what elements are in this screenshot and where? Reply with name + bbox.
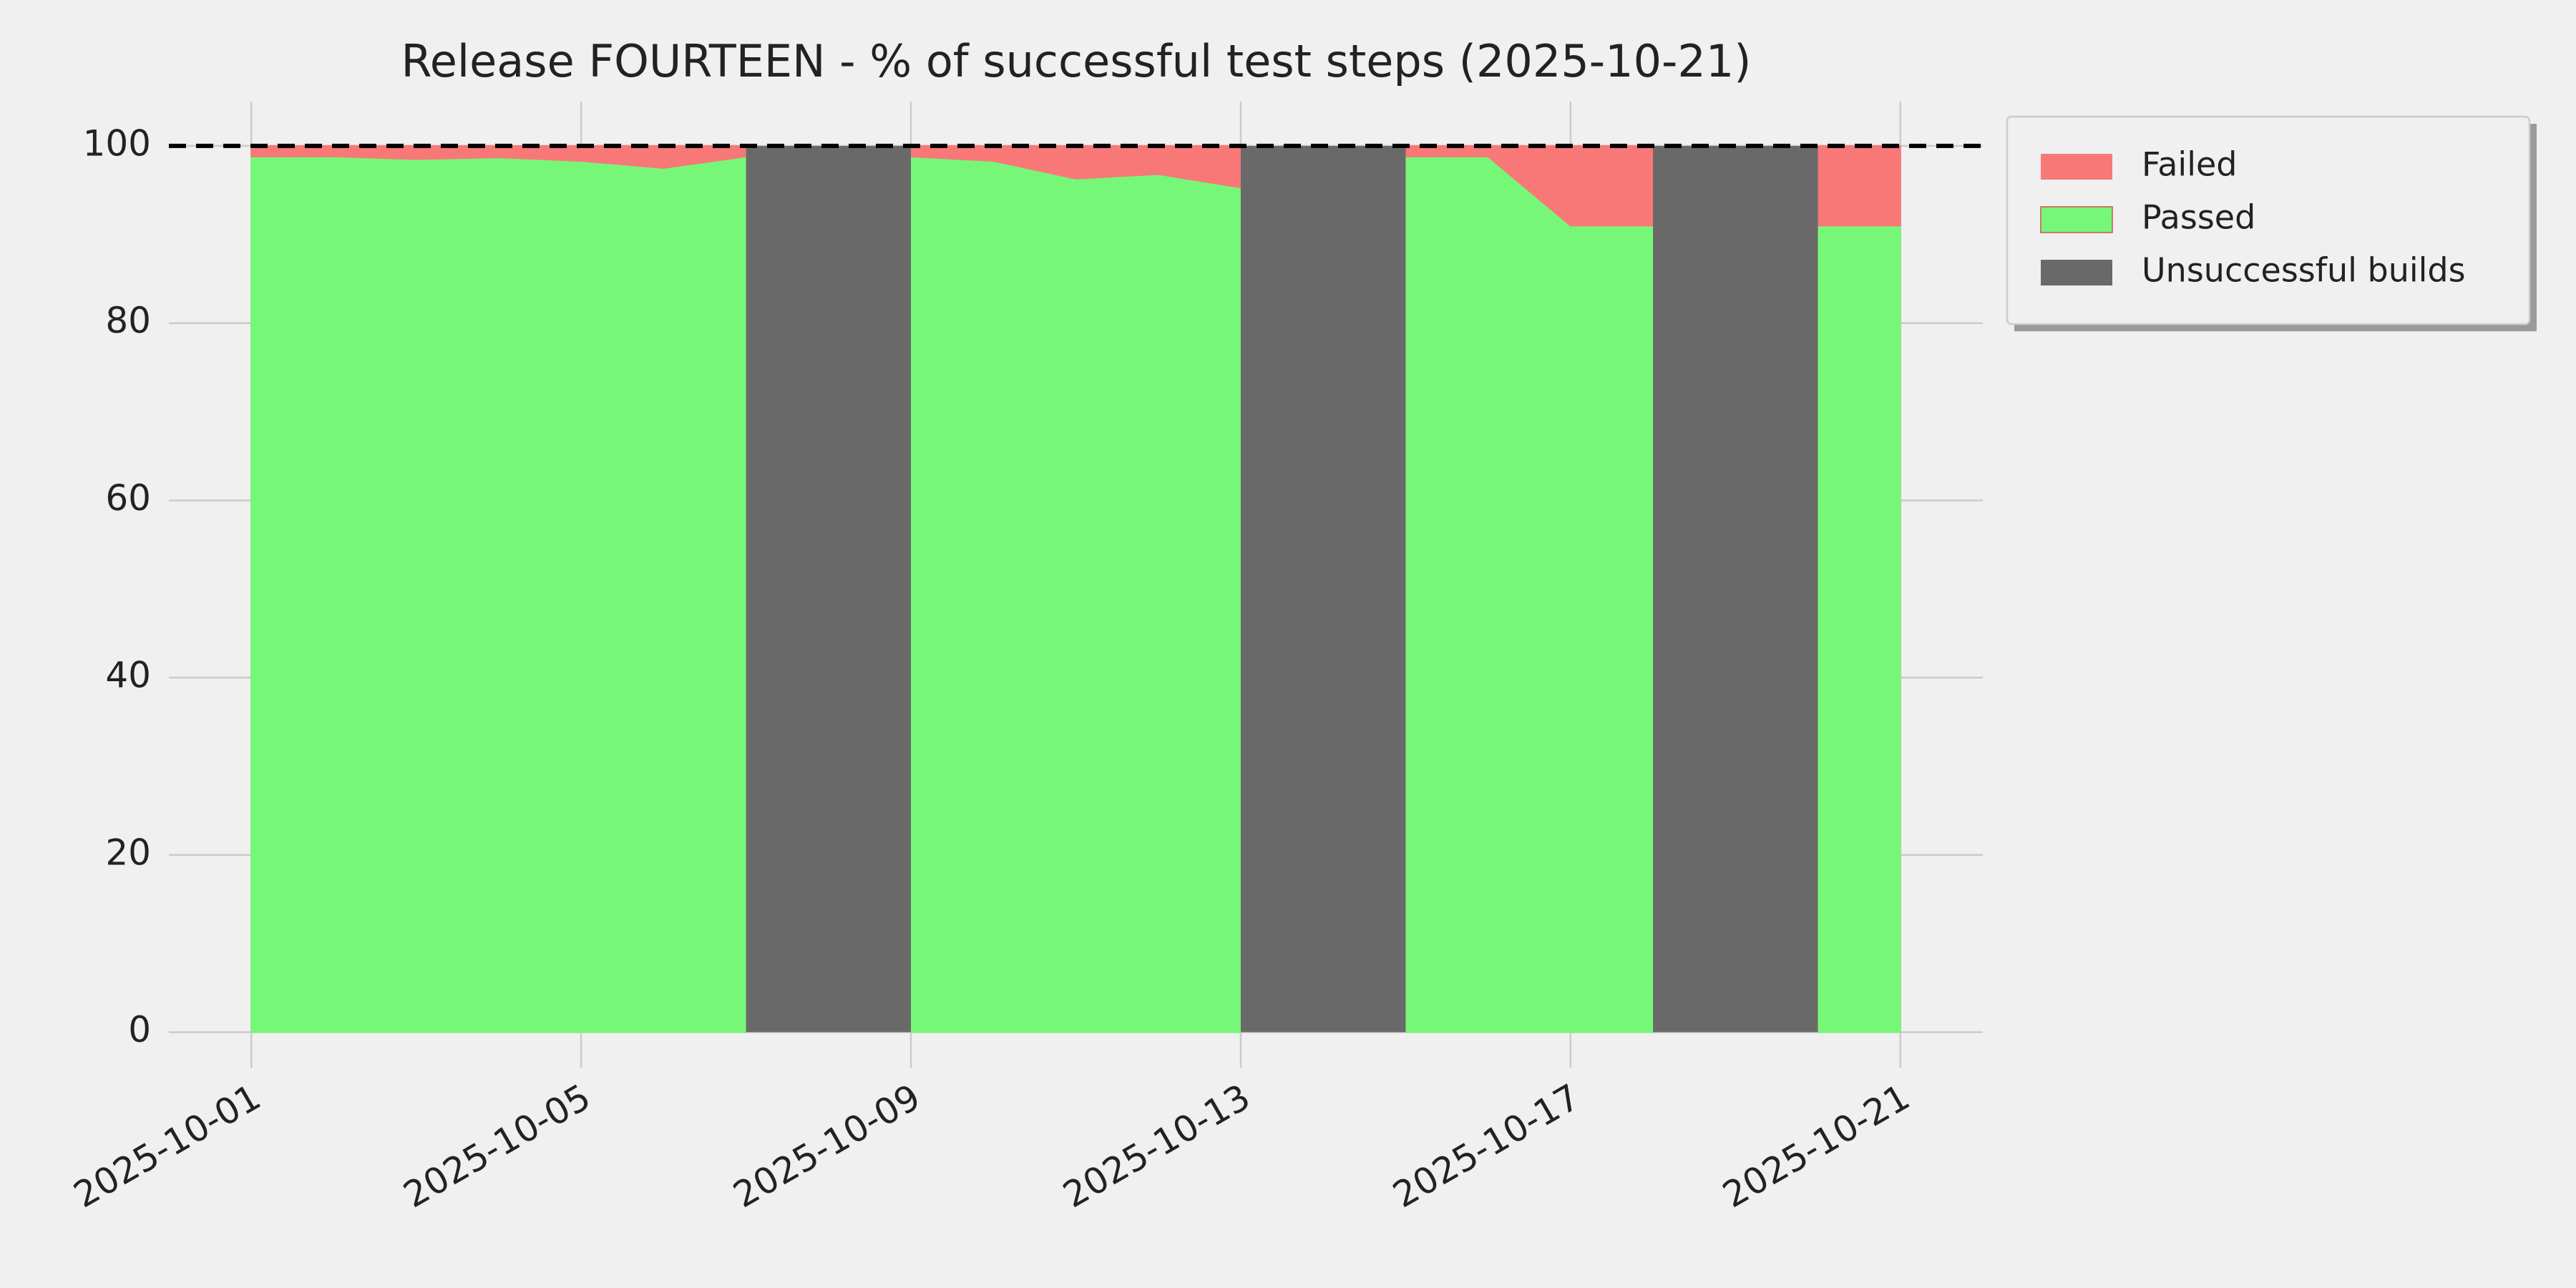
legend: Failed Passed Unsuccessful builds xyxy=(2006,115,2537,331)
y-tick-label: 100 xyxy=(83,122,151,164)
area-0 xyxy=(250,155,747,1033)
legend-label: Passed xyxy=(2142,198,2255,237)
legend-swatch xyxy=(2040,206,2113,233)
y-tick-label: 40 xyxy=(105,655,151,696)
unsuccessful-build xyxy=(746,145,912,1033)
legend-swatch xyxy=(2041,154,2112,180)
y-tick-label: 0 xyxy=(128,1009,151,1050)
y-tick-label: 60 xyxy=(105,477,151,519)
area-0 xyxy=(910,155,1241,1033)
area-0 xyxy=(1405,155,1654,1033)
chart-title: Release FOURTEEN - % of successful test … xyxy=(401,35,1751,87)
y-tick-label: 20 xyxy=(105,831,151,873)
unsuccessful-build xyxy=(1240,145,1406,1033)
area-0 xyxy=(1817,225,1901,1033)
legend-label: Unsuccessful builds xyxy=(2142,251,2466,290)
unsuccessful-build xyxy=(1653,145,1818,1033)
legend-swatch xyxy=(2041,260,2112,286)
legend-label: Failed xyxy=(2142,145,2238,184)
y-tick-label: 80 xyxy=(105,300,151,341)
marks xyxy=(169,143,1983,1033)
legend-box xyxy=(2006,115,2531,326)
area-1 xyxy=(1817,145,1901,227)
